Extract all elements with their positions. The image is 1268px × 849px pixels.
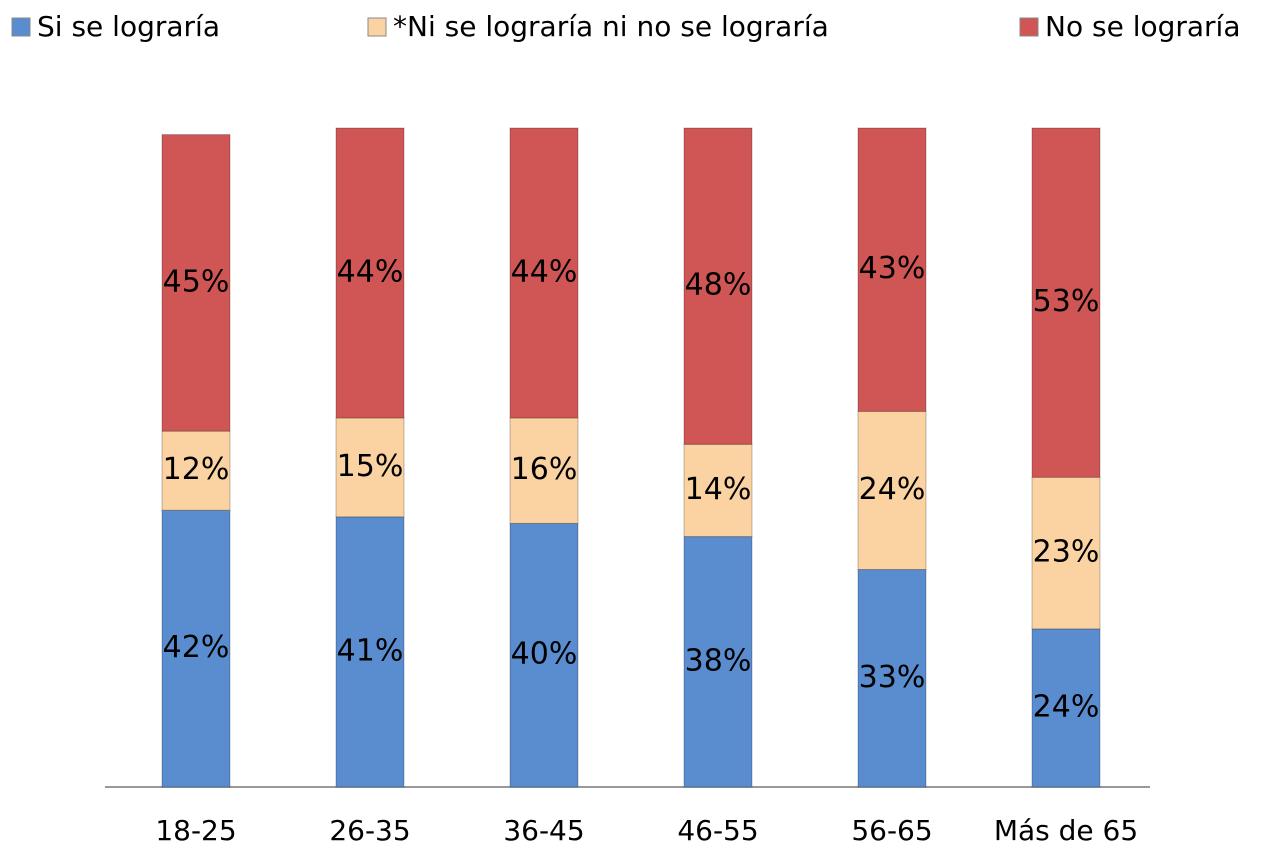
bar-segment xyxy=(683,443,753,538)
data-label: 15% xyxy=(337,449,404,484)
bar-segment xyxy=(161,430,231,511)
bar-segment xyxy=(161,509,231,788)
bar-segment xyxy=(335,516,405,788)
data-label: 44% xyxy=(511,254,578,289)
data-label: 24% xyxy=(1033,689,1100,724)
bar-segment xyxy=(335,127,405,419)
x-tick-label: Más de 65 xyxy=(994,814,1138,847)
data-label: 23% xyxy=(1033,535,1100,570)
data-label: 16% xyxy=(511,452,578,487)
x-tick-label: 18-25 xyxy=(155,814,236,847)
legend-swatch xyxy=(11,17,31,37)
data-label: 40% xyxy=(511,637,578,672)
data-label: 48% xyxy=(685,268,752,303)
x-tick-label: 46-55 xyxy=(677,814,758,847)
bar-segment xyxy=(509,417,579,524)
bar-segment xyxy=(509,127,579,419)
data-label: 42% xyxy=(163,630,230,665)
bar-segment xyxy=(857,410,927,571)
x-tick-label: 26-35 xyxy=(329,814,410,847)
legend-label: *Ni se lograría ni no se lograría xyxy=(393,10,829,43)
bar-segment xyxy=(161,134,231,432)
legend-label: No se lograría xyxy=(1045,10,1241,43)
data-label: 45% xyxy=(163,264,230,299)
data-label: 24% xyxy=(859,472,926,507)
bar-segment xyxy=(1031,628,1101,788)
data-label: 33% xyxy=(859,660,926,695)
data-label: 41% xyxy=(337,633,404,668)
bar-segment xyxy=(509,522,579,788)
x-tick-label: 56-65 xyxy=(851,814,932,847)
data-label: 43% xyxy=(859,251,926,286)
bar-segment xyxy=(857,127,927,412)
data-label: 12% xyxy=(163,452,230,487)
bar-segment xyxy=(857,569,927,788)
bar-segment xyxy=(335,417,405,518)
data-label: 38% xyxy=(685,643,752,678)
bar-segment xyxy=(1031,476,1101,630)
bar-segment xyxy=(683,127,753,445)
x-tick-label: 36-45 xyxy=(503,814,584,847)
legend-label: Si se lograría xyxy=(37,10,220,43)
legend-swatch xyxy=(367,17,387,37)
data-label: 53% xyxy=(1033,284,1100,319)
data-label: 44% xyxy=(337,254,404,289)
legend-swatch xyxy=(1019,17,1039,37)
bar-segment xyxy=(1031,127,1101,478)
data-label: 14% xyxy=(685,472,752,507)
bar-segment xyxy=(683,536,753,788)
